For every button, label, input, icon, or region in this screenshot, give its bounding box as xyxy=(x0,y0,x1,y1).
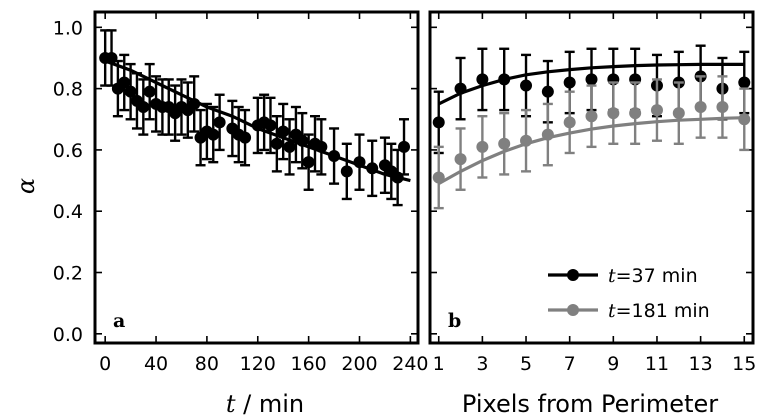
data-point xyxy=(105,51,118,64)
fit-line xyxy=(437,62,745,106)
x-tick-label: 5 xyxy=(520,353,532,375)
data-point xyxy=(340,165,353,178)
plot-frame xyxy=(93,10,420,345)
x-tick-label: 240 xyxy=(392,353,428,375)
legend-label-value: =181 min xyxy=(616,300,710,322)
data-point xyxy=(302,156,315,169)
x-tick-label: 120 xyxy=(240,353,276,375)
data-point xyxy=(137,101,150,114)
data-point xyxy=(498,73,511,86)
data-point xyxy=(124,85,137,98)
data-point xyxy=(498,137,511,150)
x-tick-label: 200 xyxy=(341,353,377,375)
data-point xyxy=(277,125,290,138)
data-point xyxy=(213,116,226,129)
data-point xyxy=(520,79,533,92)
x-tick-label: 40 xyxy=(144,353,168,375)
y-tick-label: 0.6 xyxy=(53,140,83,162)
data-point xyxy=(476,73,489,86)
x-axis-label-a-unit: / min xyxy=(236,390,305,418)
data-point xyxy=(520,134,533,147)
data-point xyxy=(391,171,404,184)
y-tick-label: 1.0 xyxy=(53,17,83,39)
data-point xyxy=(432,116,445,129)
x-tick-label: 160 xyxy=(291,353,327,375)
y-tick-label: 0.0 xyxy=(53,324,83,346)
data-point xyxy=(541,85,554,98)
data-point xyxy=(672,107,685,120)
data-point xyxy=(296,134,309,147)
panel-label-b: b xyxy=(448,310,461,332)
x-axis-label-a-var: t xyxy=(226,390,236,418)
data-point xyxy=(270,137,283,150)
x-axis-label-b: Pixels from Perimeter xyxy=(462,390,718,418)
x-tick-label: 13 xyxy=(689,353,713,375)
x-tick-label: 11 xyxy=(645,353,669,375)
legend-label-var: t xyxy=(608,265,616,287)
series-b-1 xyxy=(432,75,751,210)
data-point xyxy=(454,153,467,166)
x-tick-label: 80 xyxy=(195,353,219,375)
data-point xyxy=(328,150,341,163)
legend-label-value: =37 min xyxy=(616,265,698,287)
legend-marker xyxy=(567,304,579,316)
data-point xyxy=(738,113,751,126)
x-tick-label: 0 xyxy=(99,353,111,375)
x-tick-label: 7 xyxy=(564,353,576,375)
data-point xyxy=(650,104,663,117)
data-point xyxy=(283,140,296,153)
data-point xyxy=(143,85,156,98)
data-point xyxy=(585,110,598,123)
data-point xyxy=(629,107,642,120)
data-point xyxy=(607,107,620,120)
legend-marker xyxy=(567,269,579,281)
data-point xyxy=(432,171,445,184)
data-point xyxy=(585,73,598,86)
legend-label: t=37 min xyxy=(608,265,698,287)
series-a-0 xyxy=(99,29,411,207)
x-tick-label: 15 xyxy=(732,353,756,375)
data-point xyxy=(366,162,379,175)
data-point xyxy=(454,82,467,95)
fit-line xyxy=(437,116,745,185)
legend-label: t=181 min xyxy=(608,300,710,322)
x-tick-label: 9 xyxy=(607,353,619,375)
data-point xyxy=(694,101,707,114)
data-point xyxy=(315,140,328,153)
x-axis-label-a: t / min xyxy=(226,390,304,418)
data-point xyxy=(353,156,366,169)
data-point xyxy=(563,76,576,89)
y-tick-label: 0.4 xyxy=(53,201,83,223)
data-point xyxy=(716,101,729,114)
data-point xyxy=(188,97,201,110)
y-tick-label: 0.2 xyxy=(53,263,83,285)
data-point xyxy=(207,128,220,141)
data-point xyxy=(476,140,489,153)
data-point xyxy=(264,119,277,132)
x-tick-label: 1 xyxy=(433,353,445,375)
plot-frame xyxy=(428,10,755,345)
data-point xyxy=(398,140,411,153)
data-point xyxy=(541,128,554,141)
data-point xyxy=(239,131,252,144)
y-tick-label: 0.8 xyxy=(53,79,83,101)
data-point xyxy=(738,76,751,89)
data-point xyxy=(563,116,576,129)
x-tick-label: 3 xyxy=(476,353,488,375)
y-axis-label: α xyxy=(12,178,40,194)
panel-label-a: a xyxy=(113,310,125,332)
panel-a: 0 40 80 120 160 200 240 0.0 0.2 0.4 0.6 0.8 1.0 a xyxy=(53,10,429,375)
data-point xyxy=(118,76,131,89)
legend-label-var: t xyxy=(608,300,616,322)
